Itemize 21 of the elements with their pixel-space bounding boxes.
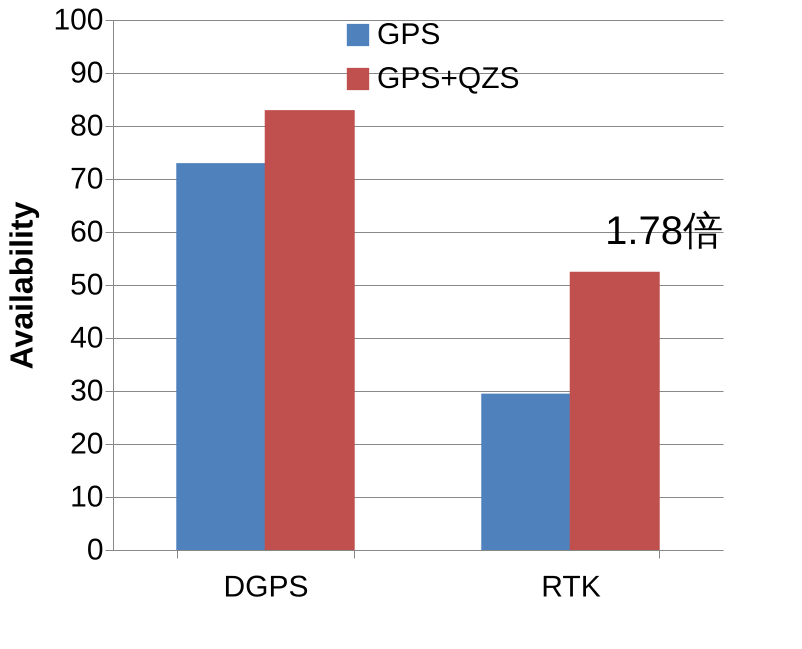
legend-label: GPS+QZS (377, 62, 520, 95)
y-tick-label: 70 (70, 162, 104, 196)
y-axis-title: Availability (3, 201, 40, 370)
bar (481, 394, 572, 550)
y-tick-label: 50 (70, 268, 104, 302)
x-tick-label: RTK (541, 570, 601, 604)
y-tick-label: 100 (53, 4, 104, 36)
bar (176, 163, 266, 550)
annotation: 1.78倍 (605, 209, 723, 253)
y-tick-label: 90 (70, 56, 104, 90)
y-tick-label: 20 (70, 428, 104, 460)
y-tick-label: 40 (70, 322, 104, 354)
bar (570, 272, 660, 550)
bar (264, 110, 355, 550)
x-tick-label: DGPS (223, 570, 309, 604)
y-tick-label: 0 (86, 534, 104, 566)
y-tick-label: 80 (70, 110, 104, 142)
y-tick-label: 10 (70, 480, 104, 514)
y-tick-label: 30 (70, 374, 104, 408)
legend-label: GPS (377, 18, 440, 51)
y-tick-label: 60 (70, 216, 104, 248)
